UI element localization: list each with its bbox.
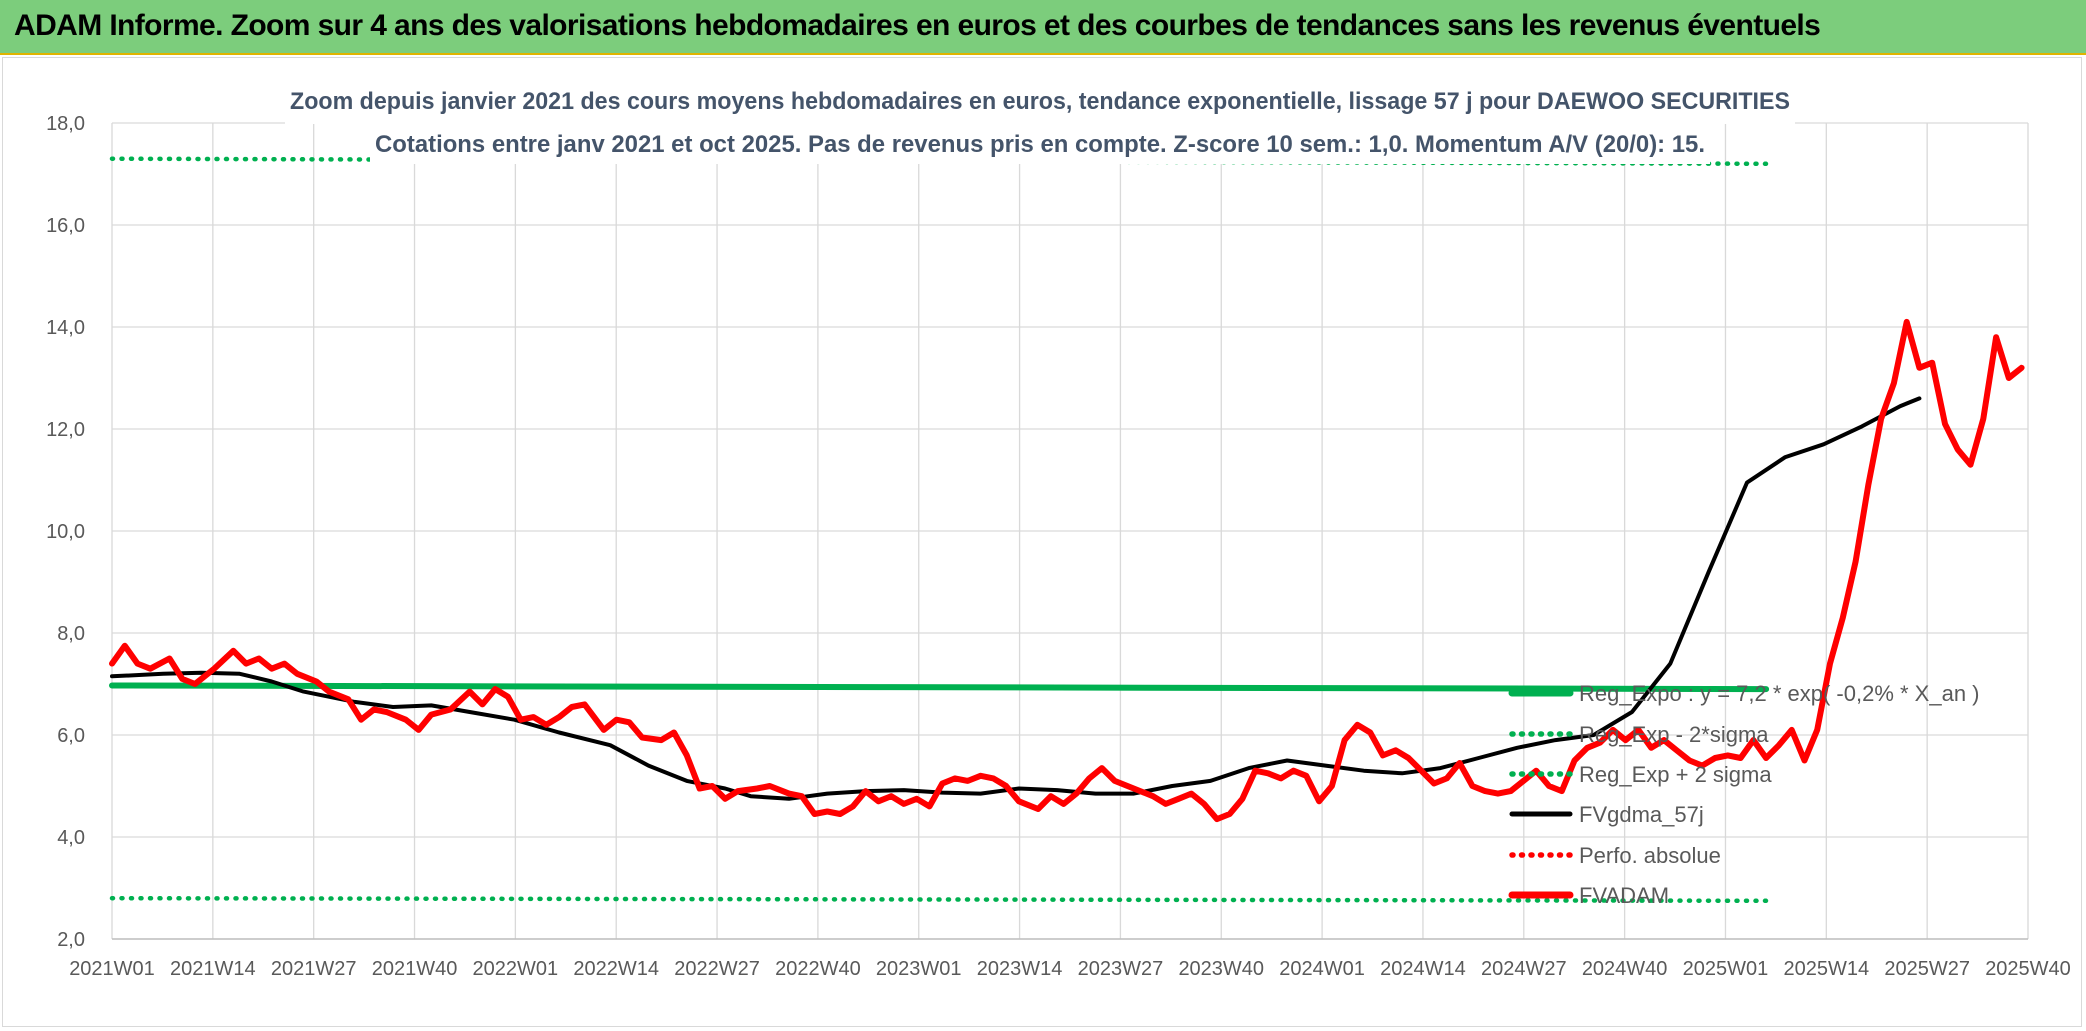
legend-label-reg-exp-2-sigma: Reg_Exp - 2*sigma <box>1579 722 1769 747</box>
legend-label-reg-exp-2-sigma: Reg_Exp + 2 sigma <box>1579 762 1772 787</box>
y-tick-label: 8,0 <box>57 623 85 645</box>
y-tick-label: 18,0 <box>46 113 85 135</box>
x-tick-label: 2024W40 <box>1582 958 1668 980</box>
x-tick-label: 2024W27 <box>1481 958 1567 980</box>
x-axis: 2021W01 2021W14 2021W27 2021W40 2022W01 2022W… <box>69 938 2071 980</box>
chart-title-bg <box>285 80 1795 124</box>
header-banner: ADAM Informe. Zoom sur 4 ans des valoris… <box>0 0 2086 55</box>
chart-title-line2: Cotations entre janv 2021 et oct 2025. P… <box>375 131 1705 158</box>
chart-legend: Reg_Expo : y = 7,2 * exp( -0,2% * X_an )… <box>1508 681 1980 908</box>
page-title: ADAM Informe. Zoom sur 4 ans des valoris… <box>14 9 1821 42</box>
legend-label-perfo-absolue: Perfo. absolue <box>1579 843 1721 868</box>
series-line-reg-expo-y-7-2-exp-0-2-x-an <box>109 682 1770 693</box>
y-tick-label: 2,0 <box>57 929 85 951</box>
legend-label-fvadam: FVADAM <box>1579 883 1669 908</box>
y-axis: 2,0 4,0 6,0 8,0 10,0 12,0 14,0 16,0 18,0 <box>46 113 85 951</box>
x-tick-label: 2023W27 <box>1078 958 1164 980</box>
x-tick-label: 2025W40 <box>1985 958 2071 980</box>
x-tick-label: 2023W14 <box>977 958 1063 980</box>
series-line-fvadam <box>109 318 2025 823</box>
x-tick-label: 2021W01 <box>69 958 155 980</box>
x-tick-label: 2021W14 <box>170 958 256 980</box>
chart-grid <box>111 122 2029 940</box>
x-tick-label: 2025W27 <box>1884 958 1970 980</box>
y-tick-label: 6,0 <box>57 725 85 747</box>
x-tick-label: 2022W14 <box>573 958 659 980</box>
y-tick-label: 16,0 <box>46 215 85 237</box>
x-tick-label: 2024W14 <box>1380 958 1466 980</box>
series-line-reg-exp-2-sigma <box>109 895 1769 904</box>
x-tick-label: 2022W27 <box>674 958 760 980</box>
y-tick-label: 4,0 <box>57 827 85 849</box>
chart-frame <box>2 57 2082 1027</box>
chart-series <box>109 156 2025 904</box>
x-tick-label: 2021W27 <box>271 958 357 980</box>
x-tick-label: 2023W01 <box>876 958 962 980</box>
chart-title-bg <box>370 124 1710 164</box>
legend-label-reg-expo-y-7-2-exp-0-2-x-an: Reg_Expo : y = 7,2 * exp( -0,2% * X_an ) <box>1579 681 1980 706</box>
chart-title-line1: Zoom depuis janvier 2021 des cours moyen… <box>290 88 1790 115</box>
x-tick-label: 2022W01 <box>473 958 559 980</box>
series-line-fvgdma-57j <box>110 396 1922 801</box>
x-tick-label: 2025W14 <box>1784 958 1870 980</box>
y-tick-label: 12,0 <box>46 419 85 441</box>
x-tick-label: 2023W40 <box>1178 958 1264 980</box>
y-tick-label: 10,0 <box>46 521 85 543</box>
legend-label-fvgdma-57j: FVgdma_57j <box>1579 802 1704 827</box>
x-tick-label: 2024W01 <box>1279 958 1365 980</box>
x-tick-label: 2025W01 <box>1683 958 1769 980</box>
chart-title-block: Zoom depuis janvier 2021 des cours moyen… <box>285 80 1795 164</box>
y-tick-label: 14,0 <box>46 317 85 339</box>
x-tick-label: 2021W40 <box>372 958 458 980</box>
x-tick-label: 2022W40 <box>775 958 861 980</box>
